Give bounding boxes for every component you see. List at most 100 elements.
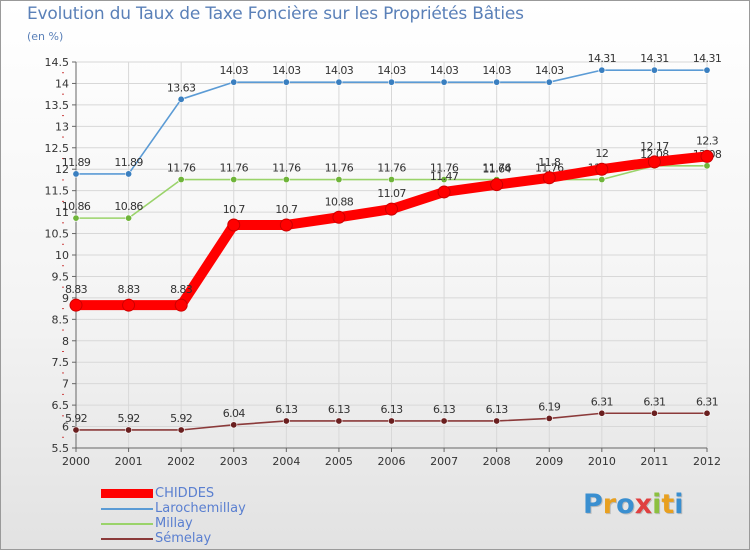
data-label-millay: 11.76 <box>220 162 249 175</box>
data-label-semelay: 6.13 <box>275 403 298 416</box>
data-point-chiddes <box>700 149 714 163</box>
legend-label-millay: Millay <box>155 516 193 531</box>
logo-letter: o <box>616 489 635 520</box>
data-point-semelay <box>545 414 553 422</box>
data-point-millay <box>125 214 133 222</box>
data-point-larochemillay <box>230 78 238 86</box>
data-label-chiddes: 11.07 <box>377 187 406 200</box>
data-point-chiddes <box>69 298 83 312</box>
data-label-chiddes: 11.47 <box>430 170 459 183</box>
data-point-chiddes <box>332 210 346 224</box>
data-point-millay <box>282 176 290 184</box>
data-label-millay: 11.76 <box>535 162 564 175</box>
logo-letter: t <box>661 489 675 520</box>
data-label-chiddes: 10.7 <box>275 203 298 216</box>
data-label-millay: 11.76 <box>272 162 301 175</box>
data-point-semelay <box>335 417 343 425</box>
data-label-larochemillay: 14.03 <box>272 64 301 77</box>
data-label-larochemillay: 14.03 <box>220 64 249 77</box>
y-tick-label: 8.5 <box>52 313 70 326</box>
data-label-larochemillay: 11.89 <box>62 156 91 169</box>
data-point-millay <box>335 176 343 184</box>
data-point-semelay <box>72 426 80 434</box>
y-tick-label: 14.5 <box>45 56 70 69</box>
data-label-larochemillay: 14.31 <box>693 52 722 65</box>
data-label-larochemillay: 14.31 <box>640 52 669 65</box>
data-point-chiddes <box>227 218 241 232</box>
data-point-chiddes <box>174 298 188 312</box>
y-tick-label: 7.5 <box>52 356 70 369</box>
data-point-millay <box>598 176 606 184</box>
y-tick-label: 13 <box>55 120 69 133</box>
y-tick-label: 10 <box>55 249 69 262</box>
y-tick-label: 9.5 <box>52 270 70 283</box>
logo-letter: i <box>674 489 684 520</box>
data-point-semelay <box>493 417 501 425</box>
data-point-semelay <box>598 409 606 417</box>
data-point-semelay <box>650 409 658 417</box>
legend-swatch-millay <box>101 523 153 525</box>
data-point-chiddes <box>122 298 136 312</box>
data-label-chiddes: 10.88 <box>325 195 354 208</box>
data-point-semelay <box>440 417 448 425</box>
data-point-larochemillay <box>72 170 80 178</box>
x-tick-label: 2006 <box>378 455 406 468</box>
data-point-chiddes <box>385 202 398 216</box>
x-tick-label: 2003 <box>220 455 248 468</box>
x-tick-label: 2007 <box>430 455 458 468</box>
data-label-chiddes: 12.3 <box>696 134 719 147</box>
data-point-larochemillay <box>282 78 290 86</box>
x-tick-label: 2012 <box>693 455 721 468</box>
x-tick-label: 2010 <box>588 455 616 468</box>
data-point-millay <box>703 162 711 170</box>
logo-letter: P <box>583 489 603 520</box>
legend-swatch-larochemillay <box>101 508 153 510</box>
y-tick-label: 14 <box>55 77 69 90</box>
y-tick-label: 11.5 <box>45 185 70 198</box>
legend-swatch-chiddes <box>101 489 153 498</box>
data-label-semelay: 5.92 <box>65 412 87 425</box>
data-point-semelay <box>282 417 290 425</box>
y-tick-label: 8 <box>62 335 69 348</box>
data-point-millay <box>72 214 80 222</box>
y-tick-label: 12.5 <box>45 142 70 155</box>
data-point-larochemillay <box>335 78 343 86</box>
data-label-semelay: 6.13 <box>486 403 509 416</box>
data-label-chiddes: 8.83 <box>170 283 193 296</box>
data-point-larochemillay <box>703 66 711 74</box>
data-point-larochemillay <box>125 170 133 178</box>
data-label-chiddes: 8.83 <box>65 283 88 296</box>
proxiti-logo: Proxiti <box>583 489 684 520</box>
data-label-millay: 10.86 <box>114 200 143 213</box>
data-point-chiddes <box>437 185 451 199</box>
data-point-semelay <box>230 421 238 429</box>
data-label-chiddes: 12 <box>595 147 608 160</box>
data-label-semelay: 6.13 <box>433 403 456 416</box>
data-label-larochemillay: 14.03 <box>535 64 564 77</box>
data-label-semelay: 6.13 <box>380 403 403 416</box>
x-tick-label: 2011 <box>640 455 668 468</box>
data-label-millay: 11.76 <box>482 162 511 175</box>
data-label-semelay: 5.92 <box>118 412 140 425</box>
y-tick-label: 5.5 <box>52 442 70 455</box>
y-tick-label: 12 <box>55 163 69 176</box>
data-point-chiddes <box>542 171 556 185</box>
y-tick-label: 9 <box>62 292 69 305</box>
data-label-semelay: 6.31 <box>696 395 718 408</box>
data-label-chiddes: 11.8 <box>538 156 561 169</box>
data-point-chiddes <box>490 178 504 192</box>
data-label-larochemillay: 11.89 <box>114 156 143 169</box>
legend-swatch-semelay <box>101 538 153 540</box>
data-point-larochemillay <box>387 78 395 86</box>
data-label-semelay: 6.31 <box>643 395 665 408</box>
data-label-millay: 11.76 <box>325 162 354 175</box>
data-point-chiddes <box>647 155 661 169</box>
data-label-semelay: 6.31 <box>591 395 613 408</box>
data-point-larochemillay <box>440 78 448 86</box>
x-tick-label: 2000 <box>62 455 90 468</box>
data-label-larochemillay: 14.31 <box>588 52 617 65</box>
x-tick-label: 2005 <box>325 455 353 468</box>
y-tick-label: 10.5 <box>45 228 70 241</box>
